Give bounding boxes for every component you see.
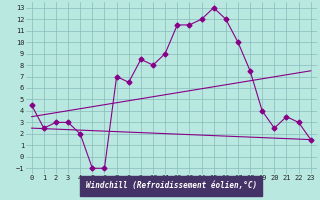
X-axis label: Windchill (Refroidissement éolien,°C): Windchill (Refroidissement éolien,°C): [86, 181, 257, 190]
